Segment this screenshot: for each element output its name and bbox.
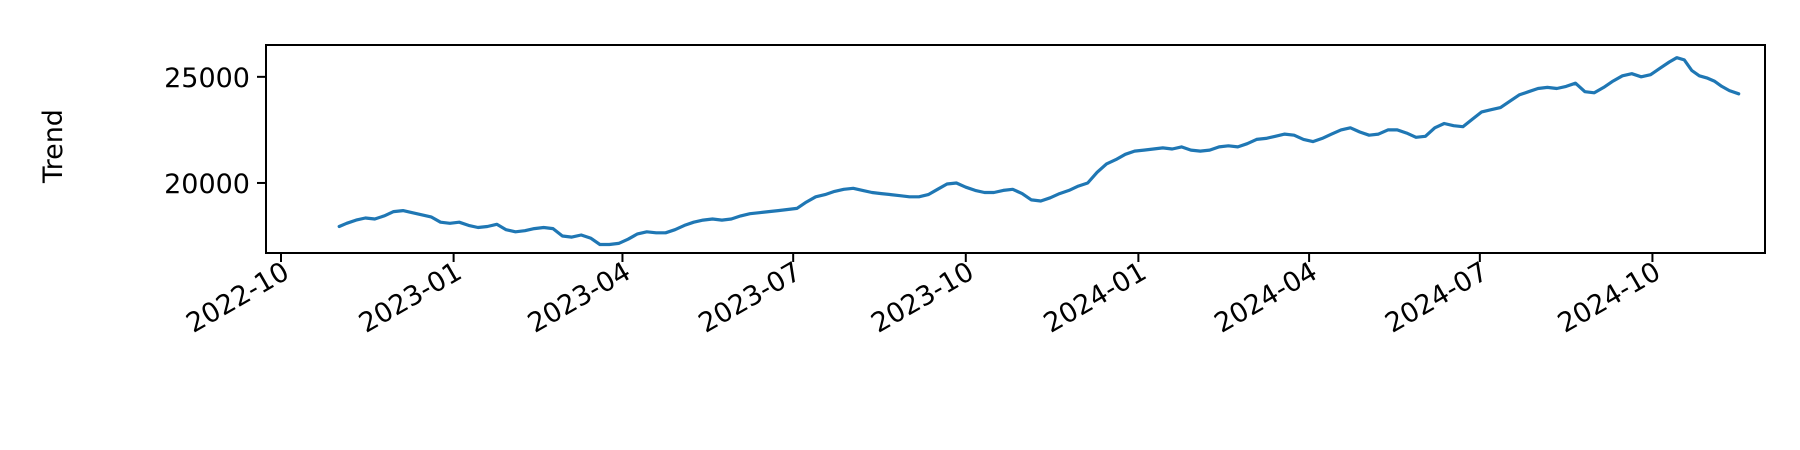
plot-frame: [265, 44, 1766, 254]
y-tick-label: 25000: [164, 63, 250, 94]
y-axis-label: Trend: [38, 109, 69, 184]
y-axis: 20000 25000: [164, 63, 266, 200]
y-tick-label: 20000: [164, 169, 250, 200]
series-line-0: [337, 56, 1741, 247]
plot-area: [337, 56, 1741, 247]
